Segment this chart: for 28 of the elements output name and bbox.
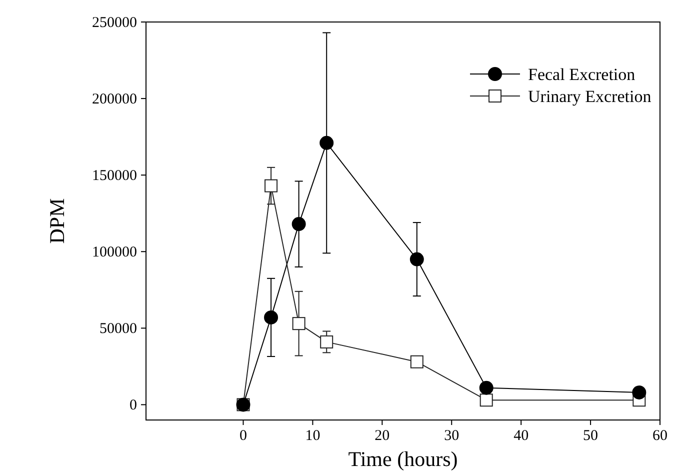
point: [292, 317, 306, 330]
legend-label: Urinary Excretion: [528, 87, 652, 106]
point: [479, 380, 494, 395]
point: [410, 355, 424, 368]
point: [292, 217, 306, 232]
x-tick-label: 50: [583, 428, 598, 444]
point: [480, 394, 493, 407]
y-tick-label: 200000: [92, 92, 137, 108]
point: [410, 252, 424, 266]
y-axis-title: DPM: [45, 198, 69, 244]
y-tick-label: 50000: [100, 321, 137, 338]
point: [632, 385, 646, 400]
x-tick-label: 20: [374, 428, 390, 444]
x-tick-label: 10: [305, 428, 320, 444]
x-tick-label: 60: [652, 428, 668, 444]
y-tick-label: 250000: [92, 15, 137, 31]
x-tick-label: 30: [444, 428, 460, 444]
y-tick-label: 0: [130, 398, 137, 414]
point: [264, 310, 278, 324]
x-tick-label: 0: [239, 428, 247, 444]
x-axis-title: Time (hours): [348, 447, 458, 471]
legend-label: Fecal Excretion: [528, 65, 636, 84]
point: [320, 335, 334, 348]
x-tick-label: 40: [514, 428, 529, 444]
y-tick-label: 150000: [92, 168, 137, 184]
point: [264, 179, 278, 192]
point: [320, 136, 334, 150]
y-tick-label: 100000: [92, 244, 137, 261]
